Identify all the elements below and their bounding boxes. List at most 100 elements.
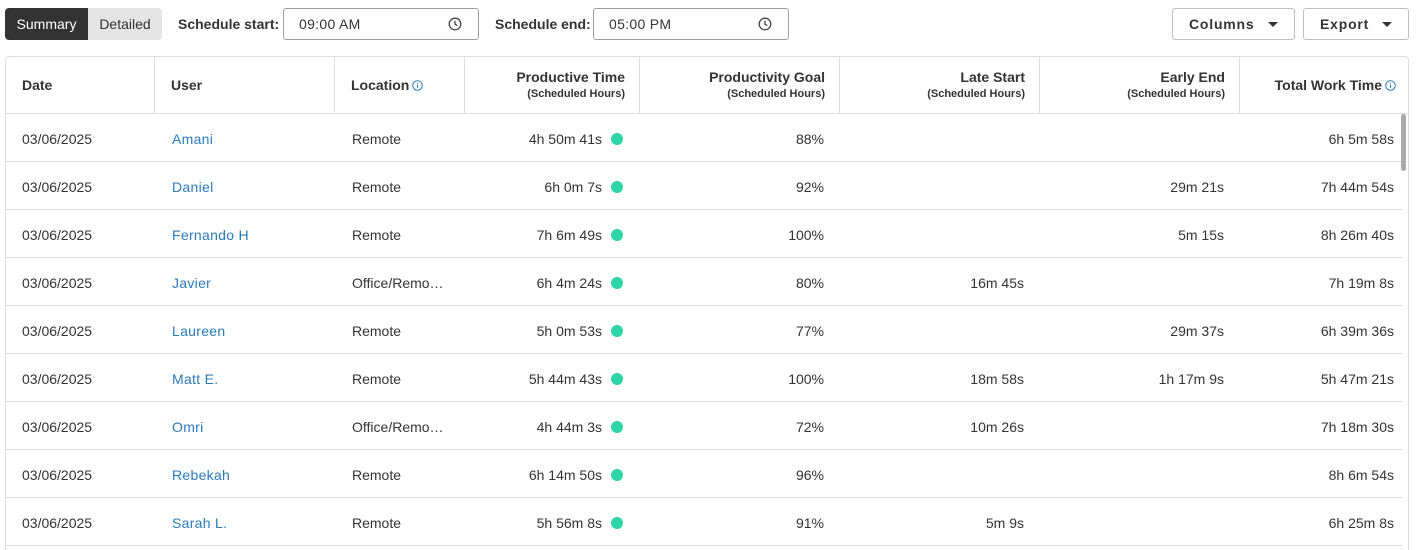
total-work-time-cell: 7h 44m 54s: [1320, 179, 1394, 195]
productive-time-cell: 6h 0m 7s: [544, 179, 623, 195]
report-table: Date User Location Productive Time (Sche…: [5, 56, 1409, 550]
location-cell: Remote: [352, 131, 402, 147]
column-header-location[interactable]: Location: [335, 57, 465, 114]
total-work-time-cell: 6h 39m 36s: [1320, 323, 1394, 339]
schedule-end-value: 05:00 PM: [609, 16, 672, 32]
early-end-cell: 5m 15s: [1178, 227, 1224, 243]
column-header-productive-time-label: Productive Time: [516, 69, 625, 85]
columns-button[interactable]: Columns: [1172, 8, 1295, 40]
productivity-goal-cell: 80%: [795, 275, 824, 291]
column-header-late-start[interactable]: Late Start (Scheduled Hours): [840, 57, 1040, 114]
column-header-early-end[interactable]: Early End (Scheduled Hours): [1040, 57, 1240, 114]
total-work-time-cell: 5h 47m 21s: [1320, 371, 1394, 387]
column-header-user-label: User: [171, 77, 203, 93]
scrollbar-thumb[interactable]: [1401, 114, 1406, 171]
location-cell: Remote: [352, 227, 402, 243]
status-dot-icon: [611, 229, 623, 241]
column-header-productivity-goal[interactable]: Productivity Goal (Scheduled Hours): [640, 57, 840, 114]
user-link[interactable]: Rebekah: [172, 467, 231, 483]
productive-time-cell: 4h 44m 3s: [537, 419, 623, 435]
date-cell: 03/06/2025: [22, 179, 93, 195]
location-cell: Office/Remo…: [352, 419, 444, 435]
columns-button-label: Columns: [1189, 16, 1255, 32]
late-start-cell: 5m 9s: [985, 515, 1024, 531]
user-link[interactable]: Omri: [172, 419, 204, 435]
productivity-goal-cell: 77%: [795, 323, 824, 339]
summary-view-button[interactable]: Summary: [5, 8, 88, 40]
productivity-goal-cell: 72%: [795, 419, 824, 435]
detailed-view-button[interactable]: Detailed: [88, 8, 162, 40]
column-header-productivity-goal-label: Productivity Goal: [709, 69, 825, 85]
productive-time-value: 5h 44m 43s: [528, 371, 602, 387]
user-link[interactable]: Javier: [172, 275, 212, 291]
column-header-productive-time[interactable]: Productive Time (Scheduled Hours): [465, 57, 640, 114]
location-cell: Remote: [352, 467, 402, 483]
productivity-goal-cell: 91%: [795, 515, 824, 531]
status-dot-icon: [611, 277, 623, 289]
date-cell: 03/06/2025: [22, 515, 93, 531]
productive-time-cell: 4h 50m 41s: [529, 131, 623, 147]
date-cell: 03/06/2025: [22, 131, 93, 147]
user-link[interactable]: Sarah L.: [172, 515, 228, 531]
table-row: 03/06/2025 Amani Remote 4h 50m 41s 88% 6…: [6, 114, 1402, 162]
user-link[interactable]: Laureen: [172, 323, 226, 339]
column-header-early-end-label: Early End: [1160, 69, 1225, 85]
total-work-time-cell: 6h 25m 8s: [1328, 515, 1394, 531]
productivity-goal-cell: 96%: [795, 467, 824, 483]
user-link[interactable]: Fernando H: [172, 227, 249, 243]
date-cell: 03/06/2025: [22, 275, 93, 291]
export-button[interactable]: Export: [1303, 8, 1409, 40]
column-header-total-work-time-label: Total Work Time: [1275, 77, 1396, 93]
table-row: 03/06/2025 Daniel Remote 6h 0m 7s 92% 29…: [6, 162, 1402, 210]
user-link[interactable]: Amani: [172, 131, 214, 147]
clock-icon[interactable]: [448, 17, 462, 31]
productive-time-value: 6h 4m 24s: [536, 275, 602, 291]
table-header: Date User Location Productive Time (Sche…: [6, 57, 1408, 114]
column-header-user[interactable]: User: [155, 57, 335, 114]
date-cell: 03/06/2025: [22, 419, 93, 435]
total-work-time-cell: 8h 6m 54s: [1328, 467, 1394, 483]
productive-time-value: 4h 44m 3s: [536, 419, 602, 435]
user-link[interactable]: Matt E.: [172, 371, 219, 387]
total-work-time-cell: 8h 26m 40s: [1320, 227, 1394, 243]
clock-icon[interactable]: [758, 17, 772, 31]
info-icon[interactable]: [412, 80, 424, 91]
info-icon[interactable]: [1385, 80, 1396, 91]
schedule-start-input[interactable]: 09:00 AM: [283, 8, 479, 40]
early-end-cell: 29m 37s: [1170, 323, 1224, 339]
column-header-subtitle: (Scheduled Hours): [727, 88, 825, 100]
productive-time-value: 5h 56m 8s: [536, 515, 602, 531]
location-cell: Remote: [352, 371, 402, 387]
status-dot-icon: [611, 517, 623, 529]
productive-time-value: 5h 0m 53s: [536, 323, 602, 339]
total-work-time-cell: 7h 18m 30s: [1320, 419, 1394, 435]
productive-time-cell: 5h 44m 43s: [529, 371, 623, 387]
early-end-cell: 1h 17m 9s: [1158, 371, 1224, 387]
toolbar: Summary Detailed Schedule start: 09:00 A…: [0, 0, 1419, 48]
column-header-subtitle: (Scheduled Hours): [927, 88, 1025, 100]
status-dot-icon: [611, 421, 623, 433]
column-header-late-start-label: Late Start: [960, 69, 1025, 85]
status-dot-icon: [611, 325, 623, 337]
date-cell: 03/06/2025: [22, 467, 93, 483]
column-header-subtitle: (Scheduled Hours): [527, 88, 625, 100]
date-cell: 03/06/2025: [22, 323, 93, 339]
location-cell: Remote: [352, 323, 402, 339]
column-header-date[interactable]: Date: [6, 57, 155, 114]
caret-down-icon: [1268, 22, 1278, 27]
schedule-start-value: 09:00 AM: [299, 16, 361, 32]
late-start-cell: 16m 45s: [970, 275, 1024, 291]
table-row: 03/06/2025 Rebekah Remote 6h 14m 50s 96%…: [6, 450, 1402, 498]
early-end-cell: 29m 21s: [1170, 179, 1224, 195]
schedule-end-input[interactable]: 05:00 PM: [593, 8, 789, 40]
productive-time-value: 4h 50m 41s: [528, 131, 602, 147]
column-header-location-label: Location: [351, 77, 424, 93]
productivity-goal-cell: 100%: [788, 371, 824, 387]
productive-time-cell: 6h 4m 24s: [537, 275, 623, 291]
schedule-start-label: Schedule start:: [178, 16, 280, 32]
column-header-total-work-time[interactable]: Total Work Time: [1240, 57, 1408, 114]
date-cell: 03/06/2025: [22, 227, 93, 243]
table-scrollbar[interactable]: [1401, 114, 1406, 550]
user-link[interactable]: Daniel: [172, 179, 214, 195]
caret-down-icon: [1382, 22, 1392, 27]
